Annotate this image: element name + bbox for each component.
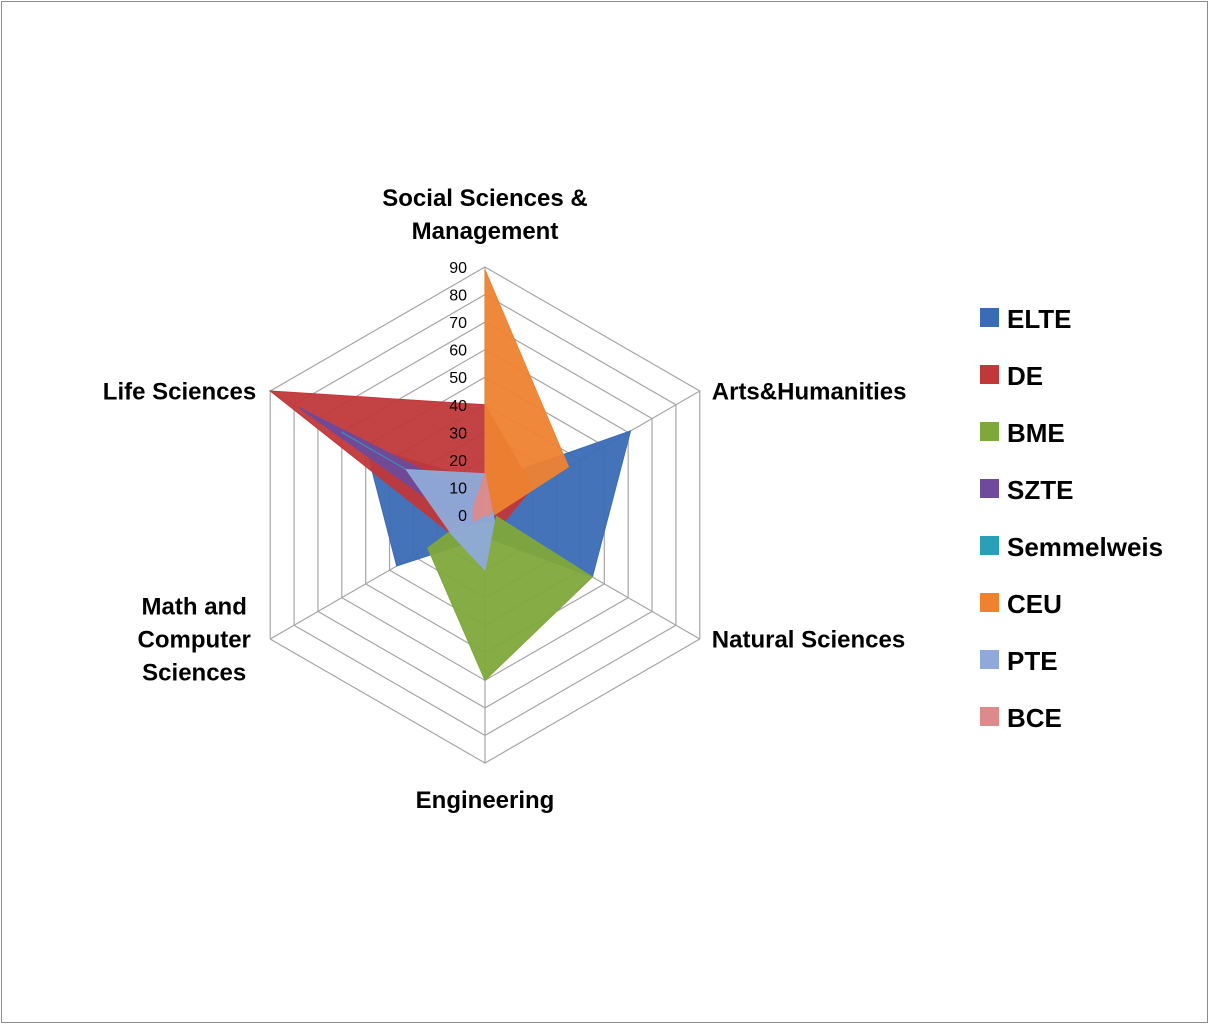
legend-item-de: DE [980,361,1043,391]
tick-label-90: 90 [449,260,467,277]
category-label-line: Social Sciences & [382,185,587,212]
legend-label: ELTE [1007,304,1072,334]
legend-label: CEU [1007,589,1062,619]
legend-item-bce: BCE [980,703,1062,733]
legend-swatch [980,308,999,327]
tick-label-10: 10 [449,480,467,497]
category-label-line: Sciences [142,660,246,687]
tick-label-70: 70 [449,315,467,332]
series-areas [268,269,632,682]
category-labels: Social Sciences & Management Arts&Humaniti… [103,185,907,814]
legend-item-bme: BME [980,418,1065,448]
legend-label: Semmelweis [1007,532,1163,562]
legend-label: BME [1007,418,1065,448]
category-label-line: Arts&Humanities [712,379,907,406]
legend-swatch [980,707,999,726]
category-label-0: Social Sciences & Management [382,185,587,245]
category-label-line: Management [412,218,559,245]
legend-swatch [980,650,999,669]
tick-label-60: 60 [449,343,467,360]
legend: ELTE DE BME SZTE Semmelweis CEU PTE BCE [980,304,1163,733]
category-label-2: Natural Sciences [712,627,905,654]
legend-label: BCE [1007,703,1062,733]
tick-label-40: 40 [449,398,467,415]
category-label-3: Engineering [416,787,555,814]
legend-swatch [980,593,999,612]
category-label-5: Life Sciences [103,379,256,406]
category-label-1: Arts&Humanities [712,379,907,406]
legend-label: DE [1007,361,1043,391]
legend-item-pte: PTE [980,646,1058,676]
legend-label: PTE [1007,646,1058,676]
tick-label-80: 80 [449,288,467,305]
legend-swatch [980,536,999,555]
tick-label-20: 20 [449,453,467,470]
legend-swatch [980,479,999,498]
legend-label: SZTE [1007,475,1073,505]
category-label-line: Math and [142,594,247,621]
category-label-4: Math and Computer Sciences [138,594,251,687]
legend-item-szte: SZTE [980,475,1073,505]
series-area-bce [472,471,493,523]
category-label-line: Computer [138,627,251,654]
category-label-line: Engineering [416,787,555,814]
category-label-line: Natural Sciences [712,627,905,654]
legend-swatch [980,365,999,384]
legend-item-semmelweis: Semmelweis [980,532,1163,562]
category-label-line: Life Sciences [103,379,256,406]
tick-label-50: 50 [449,370,467,387]
radial-tick-labels: 0 10 20 30 40 50 60 70 80 90 [449,260,467,525]
legend-item-ceu: CEU [980,589,1062,619]
tick-label-30: 30 [449,425,467,442]
legend-item-elte: ELTE [980,304,1072,334]
tick-label-0: 0 [458,508,467,525]
legend-swatch [980,422,999,441]
